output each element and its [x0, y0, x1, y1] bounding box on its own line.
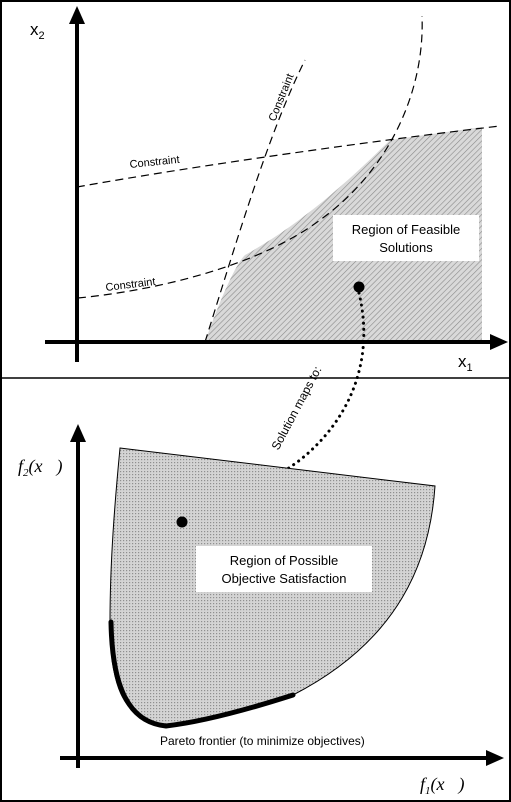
f1-axis-arrow: [486, 750, 504, 766]
constraint-label-1: Constraint: [129, 154, 180, 171]
f1-axis-label: f1(x⃗): [420, 774, 465, 797]
f2-axis-arrow: [70, 424, 86, 442]
feasible-region-label-line-1: Region of Feasible: [352, 222, 460, 237]
objective-region-label-box: [196, 546, 372, 592]
feasible-region-label-line-2: Solutions: [379, 240, 433, 255]
pareto-frontier: [108, 619, 296, 729]
constraint-curve-3: [77, 15, 423, 299]
x2-axis-label: x2: [30, 20, 45, 42]
constraint-label-2: Constraint: [267, 72, 297, 123]
x1-axis-label: x1: [458, 352, 473, 374]
f2-axis-label: f2(x⃗): [18, 456, 63, 479]
x2-axis-arrow: [69, 6, 85, 24]
x1-axis-arrow: [490, 334, 508, 350]
feasible-region-label-box: [333, 215, 479, 261]
objective-space-panel: f2(x⃗) f1(x⃗) Region of Possible Objecti…: [18, 424, 504, 797]
solution-point: [353, 281, 365, 293]
constraint-curve-2: [204, 59, 306, 343]
objective-region-label-line-2: Objective Satisfaction: [221, 571, 346, 586]
pareto-frontier-label: Pareto frontier (to minimize objectives): [160, 734, 365, 748]
mapped-objective-point: [176, 516, 188, 528]
objective-region-label-line-1: Region of Possible: [230, 553, 338, 568]
decision-space-panel: x2 x1 Constraint Constraint Constraint R…: [30, 6, 508, 374]
constraint-curve-1: [76, 125, 501, 188]
